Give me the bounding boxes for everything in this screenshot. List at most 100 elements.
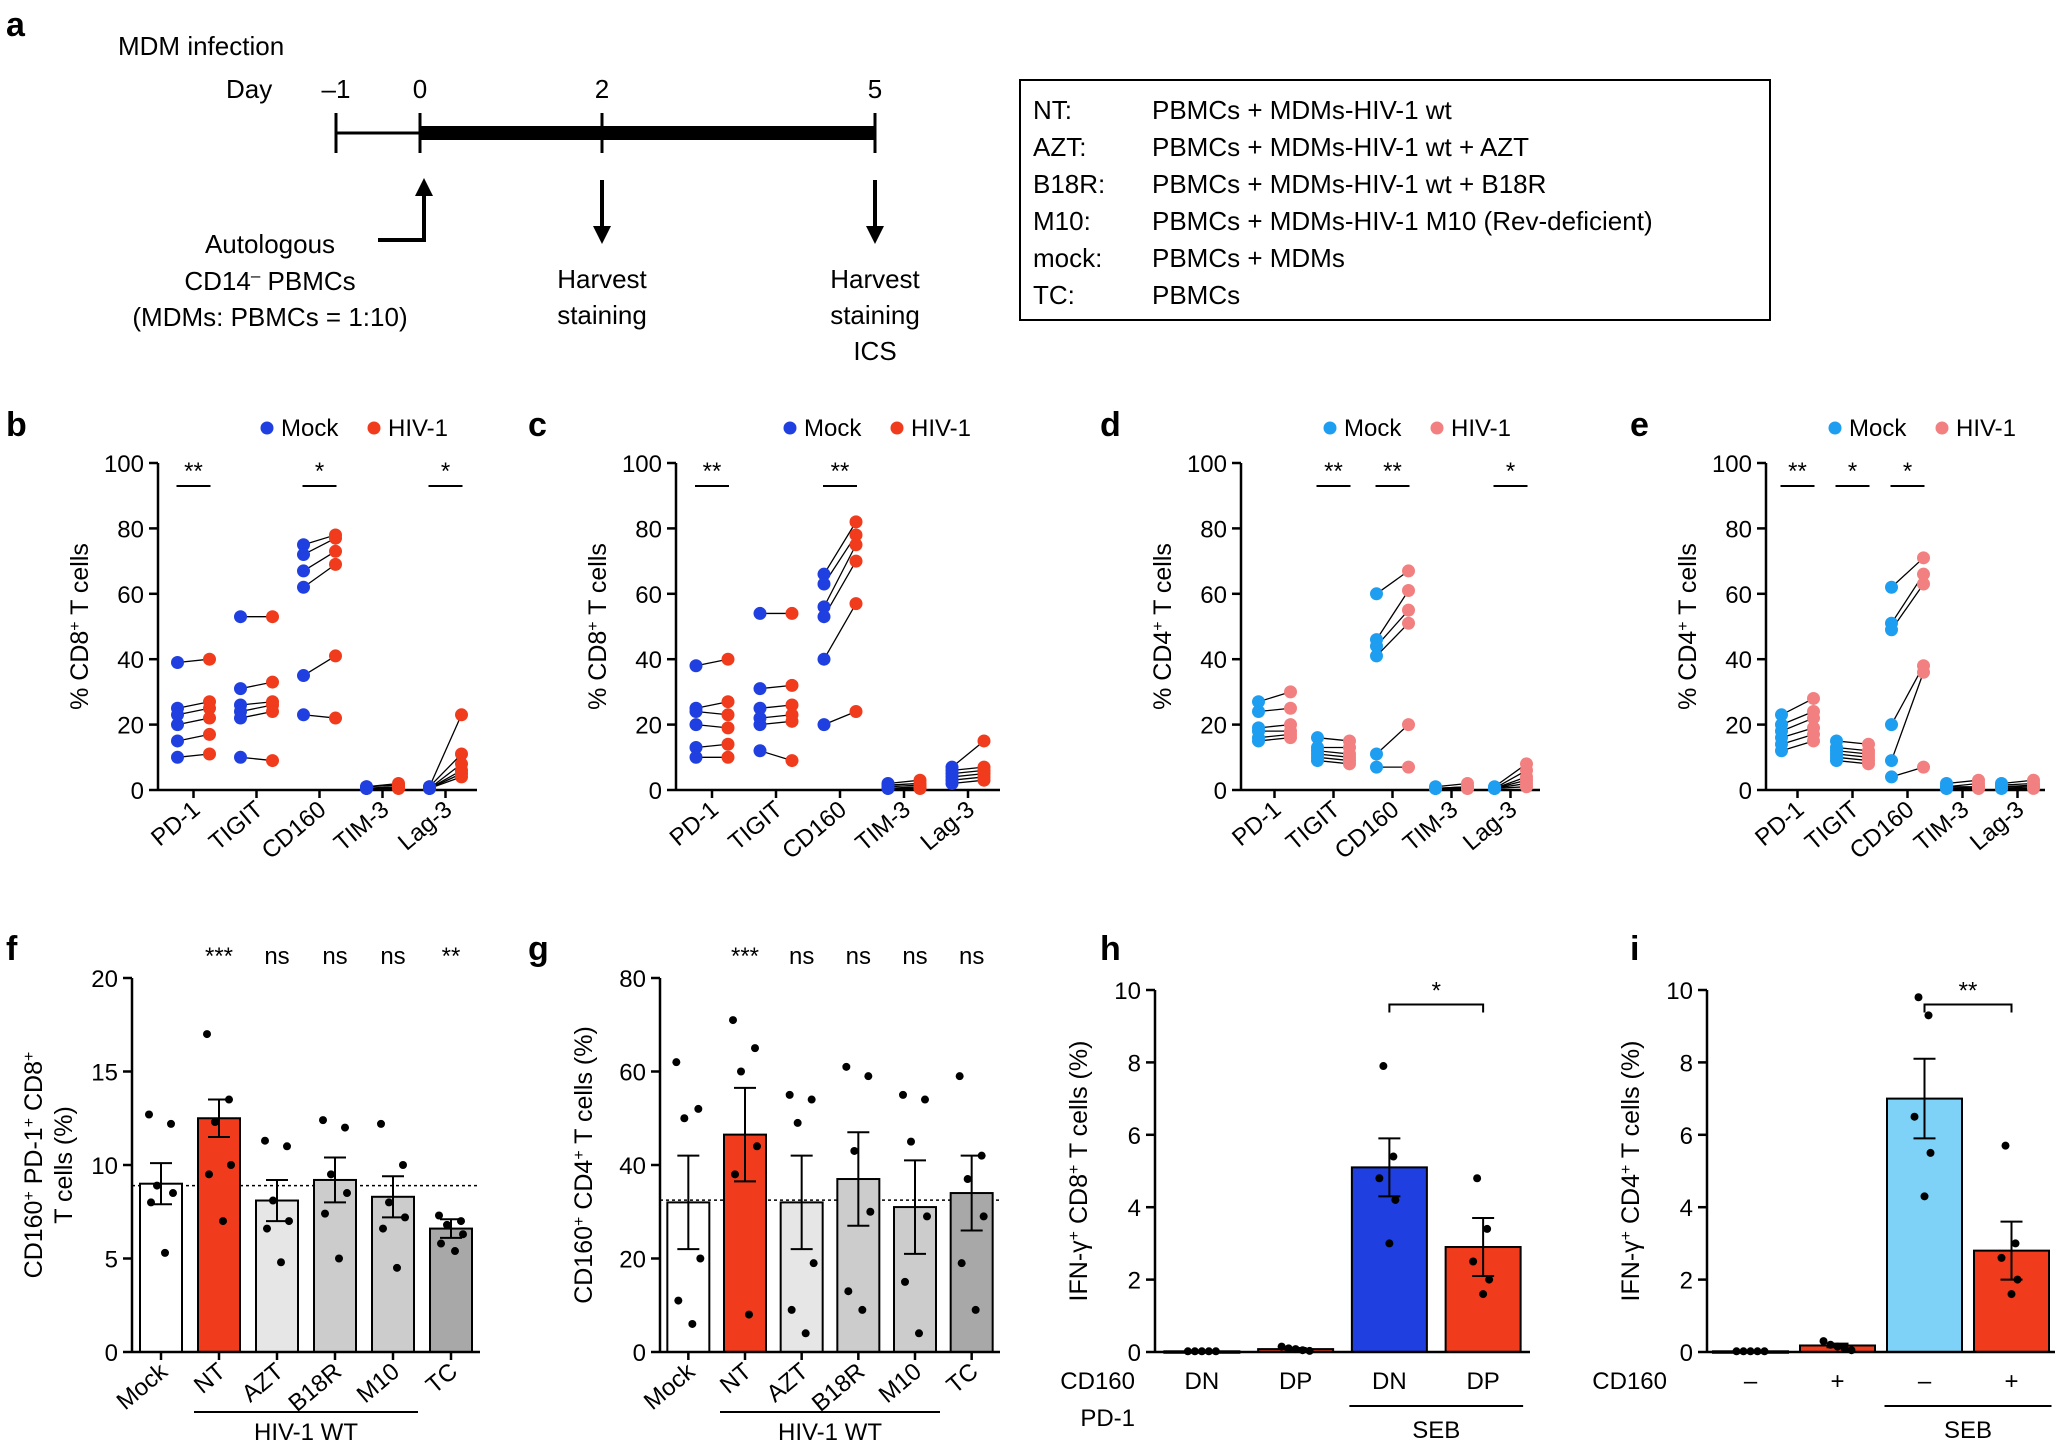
data-point — [327, 1170, 335, 1179]
y-tick-label: 20 — [91, 966, 118, 993]
mock-point — [297, 708, 310, 722]
hiv-point — [1917, 577, 1930, 591]
hiv-point — [1917, 665, 1930, 679]
harvest1-arrow-head — [593, 226, 611, 244]
mock-point — [689, 659, 703, 673]
y-tick-label: 5 — [105, 1247, 118, 1274]
x-tick-label: B18R — [807, 1358, 870, 1417]
data-point — [451, 1247, 459, 1256]
day-label: Day — [226, 74, 272, 104]
hiv-point — [1402, 616, 1415, 630]
mock-point — [1311, 731, 1324, 745]
mock-point — [234, 711, 247, 725]
data-point — [850, 1146, 859, 1155]
condition-key-3: M10: — [1033, 206, 1091, 236]
y-tick-label: 40 — [635, 647, 662, 674]
y-tick-label: 0 — [1128, 1340, 1141, 1367]
hiv-point — [785, 714, 799, 728]
hiv-point — [1402, 603, 1415, 617]
data-point — [915, 1329, 923, 1338]
y-tick-label: 2 — [1680, 1268, 1693, 1295]
y-tick-label: 100 — [622, 451, 662, 478]
data-point — [688, 1319, 697, 1328]
y-tick-label: 100 — [1187, 451, 1227, 478]
significance-label: ** — [831, 458, 850, 485]
significance-label: ** — [1324, 458, 1343, 485]
hiv-point — [329, 544, 342, 558]
y-tick-label: 0 — [649, 778, 662, 805]
panel-e-label: e — [1630, 406, 1649, 444]
mock-point — [1775, 708, 1788, 722]
hiv-point — [2027, 781, 2040, 795]
panel-f: f 0 5 10 15 20 CD160+ PD-1+ CD8+T cells (%) Mo… — [6, 930, 480, 1446]
data-point — [1379, 1062, 1388, 1071]
data-point — [1485, 1275, 1494, 1284]
significance-label: ns — [789, 943, 814, 970]
y-tick-label: 6 — [1680, 1123, 1693, 1150]
data-point — [459, 1230, 467, 1239]
data-point — [385, 1198, 393, 1207]
x-tick-label: AZT — [761, 1358, 813, 1408]
data-point — [401, 1213, 409, 1222]
bar — [313, 1178, 357, 1353]
hiv-point — [1343, 757, 1356, 771]
data-point — [979, 1212, 988, 1221]
data-point — [1833, 1342, 1842, 1351]
hiv-point — [785, 698, 799, 712]
mock-point — [817, 600, 831, 614]
condition-desc-2: PBMCs + MDMs-HIV-1 wt + B18R — [1152, 169, 1546, 199]
hiv-point — [849, 705, 863, 719]
data-point — [1479, 1290, 1488, 1299]
y-tick-label: 40 — [1200, 647, 1227, 674]
data-point — [457, 1217, 465, 1226]
x-category-label: DP — [1466, 1368, 1499, 1395]
hiv-point — [1461, 781, 1474, 795]
row-label: CD160 — [1592, 1368, 1667, 1395]
hiv-point — [203, 727, 216, 741]
data-point — [955, 1072, 964, 1081]
x-category-label: DN — [1185, 1368, 1220, 1395]
mock-point — [234, 682, 247, 696]
mock-point — [753, 744, 767, 758]
autologous-line2: CD14– PBMCs — [184, 266, 355, 297]
panel-b-label: b — [6, 406, 27, 444]
y-tick-label: 60 — [635, 582, 662, 609]
data-point — [1391, 1195, 1400, 1204]
harvest1-line2: staining — [557, 300, 647, 330]
panel-c-label: c — [528, 406, 547, 444]
hiv-point — [455, 747, 468, 761]
data-point — [1924, 1011, 1933, 1020]
data-point — [153, 1181, 161, 1190]
mock-point — [360, 781, 373, 795]
x-tick-label: Lag-3 — [1458, 796, 1522, 856]
y-tick-label: 20 — [1200, 713, 1227, 740]
y-tick-label: 8 — [1680, 1050, 1693, 1077]
condition-desc-1: PBMCs + MDMs-HIV-1 wt + AZT — [1152, 132, 1529, 162]
x-tick-label: Lag-3 — [1965, 796, 2029, 856]
mock-point — [1370, 747, 1383, 761]
pair-line — [1376, 570, 1409, 595]
data-point — [1483, 1224, 1492, 1233]
mock-point — [689, 718, 703, 732]
mock-point — [171, 718, 184, 732]
mock-point — [1775, 744, 1788, 758]
mock-point — [1370, 639, 1383, 653]
condition-desc-5: PBMCs — [1152, 280, 1240, 310]
y-tick-label: 20 — [635, 713, 662, 740]
significance-label: ** — [1959, 977, 1978, 1004]
x-tick-label: CD160 — [1845, 796, 1920, 865]
significance-label: * — [1903, 458, 1912, 485]
hiv-point — [849, 538, 863, 552]
data-point — [921, 1095, 929, 1104]
hiv-point — [721, 750, 735, 764]
hiv-point — [1284, 701, 1297, 715]
y-tick-label: 0 — [633, 1340, 646, 1367]
y-axis-label: % CD8+ T cells — [66, 543, 94, 710]
group-label: SEB — [1412, 1417, 1460, 1444]
data-point — [321, 1209, 329, 1218]
y-tick-label: 0 — [1739, 778, 1752, 805]
x-tick-label: CD160 — [1330, 796, 1405, 865]
data-point — [2007, 1290, 2016, 1299]
y-tick-label: 10 — [91, 1153, 118, 1180]
mock-point — [945, 776, 959, 790]
